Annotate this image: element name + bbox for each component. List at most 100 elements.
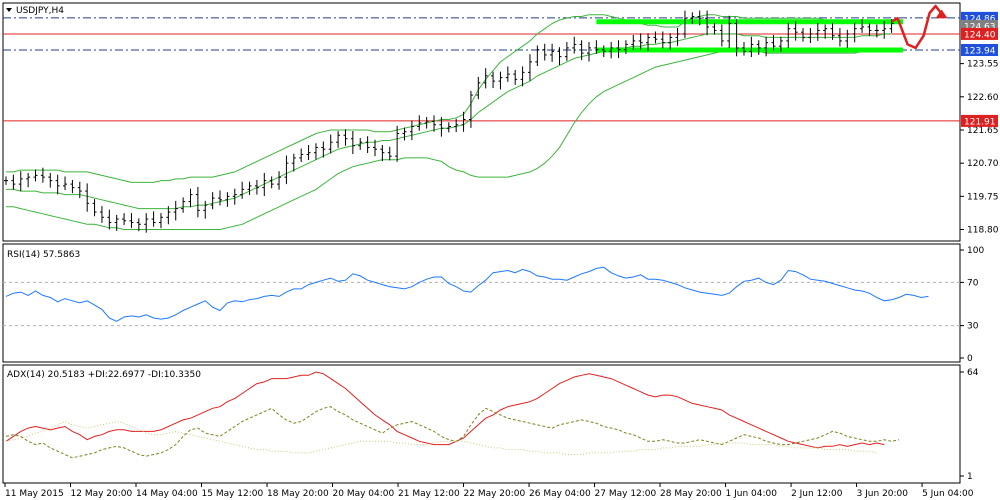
symbol-title[interactable]: USDJPY,H4: [16, 6, 64, 16]
rsi-title: RSI(14) 57.5863: [7, 250, 80, 260]
candle: [55, 174, 60, 195]
candle: [365, 136, 370, 154]
collapse-arrow-icon[interactable]: [6, 8, 12, 12]
candle: [321, 141, 326, 158]
candle: [409, 120, 414, 141]
candle: [254, 179, 259, 195]
candle: [638, 33, 643, 50]
candle: [284, 155, 289, 185]
candle: [136, 218, 141, 232]
candle: [741, 41, 746, 56]
candle: [247, 181, 252, 195]
candle: [181, 197, 186, 213]
candle: [122, 213, 127, 225]
candle: [306, 145, 311, 161]
candle: [557, 47, 562, 66]
price-tick-label: 119.75: [967, 192, 999, 202]
candle: [535, 45, 540, 67]
price-tick-label: 122.60: [967, 93, 999, 103]
candle: [85, 183, 90, 212]
time-tick-label: 27 May 12:00: [595, 489, 657, 499]
candle: [336, 131, 341, 148]
forecast-arrow-icon: [935, 9, 948, 19]
candle: [845, 29, 850, 48]
candle: [616, 40, 621, 59]
candle: [594, 40, 599, 54]
candle: [210, 192, 215, 210]
candle: [461, 111, 466, 132]
candle: [343, 129, 348, 146]
adx-series-line: [5, 420, 877, 455]
candle: [801, 28, 806, 42]
candle: [712, 22, 717, 35]
candle: [527, 54, 532, 81]
time-tick-label: 28 May 20:00: [660, 489, 722, 499]
price-tag-label: 124.86: [964, 14, 996, 24]
candle: [882, 21, 887, 39]
time-tick-label: 15 May 12:00: [202, 489, 264, 499]
candle: [601, 45, 606, 57]
candle: [173, 200, 178, 221]
candle: [218, 190, 223, 206]
candle: [4, 176, 8, 185]
candle: [439, 117, 444, 137]
price-tick-label: 118.80: [967, 226, 999, 236]
candle: [291, 153, 296, 172]
forecast-curve: [890, 4, 945, 50]
rsi-line: [5, 266, 929, 322]
candle: [380, 145, 385, 162]
candle: [520, 66, 525, 87]
bollinger-upper-band: [6, 14, 892, 183]
adx-tick-label: 1: [967, 472, 973, 482]
candle: [33, 169, 38, 182]
time-tick-label: 22 May 20:00: [464, 489, 526, 499]
candle: [151, 211, 156, 227]
candle: [313, 143, 318, 160]
time-tick-label: 1 Jun 04:00: [726, 489, 778, 499]
candle: [387, 146, 392, 161]
price-tag-label: 124.63: [964, 22, 996, 32]
candle: [158, 213, 163, 229]
candle: [837, 28, 842, 47]
price-tag-label: 124.40: [964, 30, 996, 40]
candle: [92, 199, 97, 217]
candle: [70, 179, 75, 194]
candle: [874, 24, 879, 38]
candle: [195, 186, 200, 218]
candle: [491, 71, 496, 89]
candle: [476, 76, 481, 100]
price-tick-label: 123.55: [967, 60, 999, 70]
candle: [660, 31, 665, 49]
candle: [609, 41, 614, 59]
candle: [668, 33, 673, 50]
time-tick-label: 21 May 12:00: [398, 489, 460, 499]
candle: [432, 115, 437, 132]
candle: [572, 36, 577, 54]
candle: [815, 22, 820, 41]
time-tick-label: 18 May 20:00: [267, 489, 329, 499]
candle: [579, 40, 584, 61]
candle: [542, 43, 547, 61]
price-tag: [961, 44, 998, 57]
price-tag: [961, 11, 998, 24]
candle: [299, 148, 304, 163]
candle: [11, 174, 16, 190]
candle: [646, 33, 651, 52]
candle: [269, 176, 274, 189]
candle: [166, 206, 171, 225]
adx-tick-label: 64: [967, 368, 979, 378]
candle: [793, 21, 798, 41]
candle: [277, 171, 282, 190]
candle: [498, 71, 503, 90]
candle: [690, 12, 695, 24]
candle: [852, 22, 857, 43]
candle: [764, 36, 769, 57]
candle: [225, 192, 230, 207]
candle: [446, 122, 451, 133]
price-tag-label: 121.91: [964, 117, 996, 127]
time-axis: 11 May 2015 12 May 20:00 14 May 04:00 15 Ma…: [4, 483, 974, 499]
candle: [358, 138, 363, 150]
candle: [697, 10, 702, 26]
candle: [631, 34, 636, 51]
candle: [417, 115, 422, 131]
